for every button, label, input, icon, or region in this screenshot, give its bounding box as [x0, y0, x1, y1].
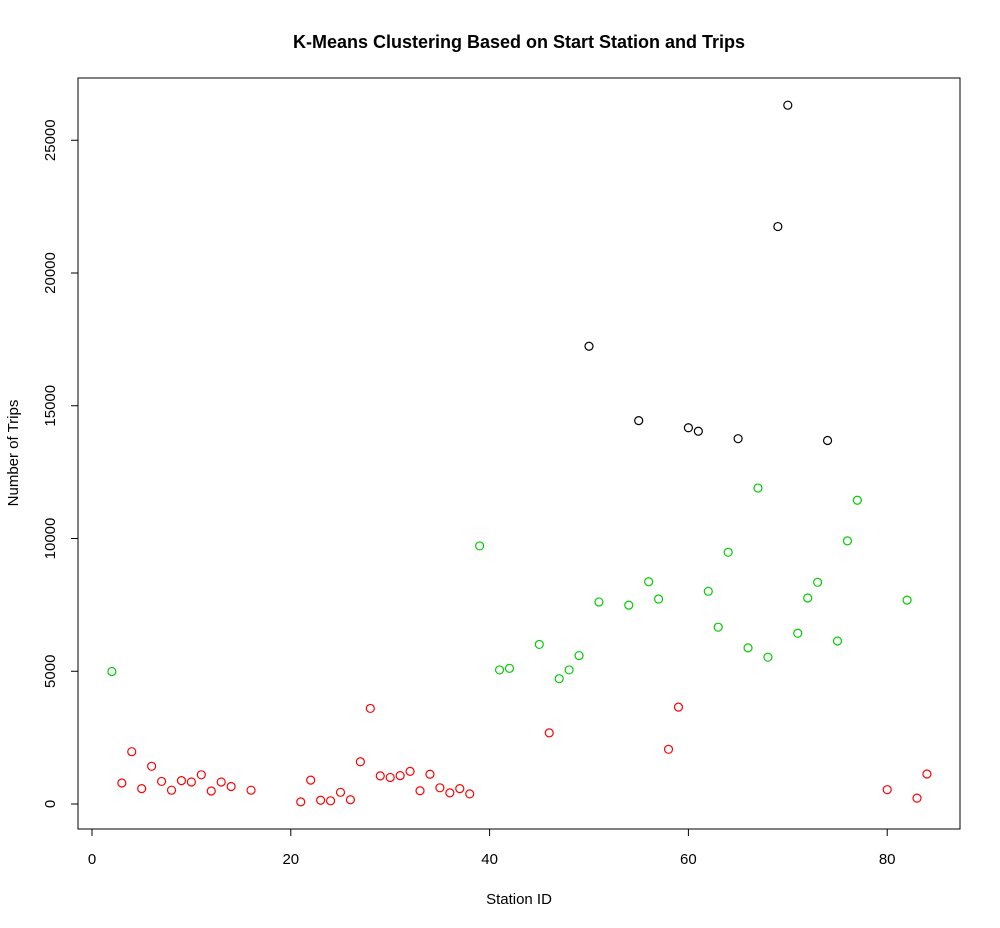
cluster-1-point [405, 766, 415, 776]
x-tick-label: 60 [680, 851, 697, 868]
cluster-2-point [852, 495, 862, 505]
cluster-1-point [435, 783, 445, 793]
cluster-3-point [773, 221, 783, 232]
y-tick-label: 20000 [42, 252, 59, 294]
cluster-1-point [206, 786, 216, 796]
cluster-2-point [534, 639, 544, 650]
cluster-1-point [425, 769, 435, 779]
cluster-3-point [683, 423, 694, 433]
cluster-2-point [753, 483, 763, 493]
cluster-2-point [842, 536, 853, 546]
cluster-2-point [723, 547, 733, 557]
cluster-2-point [763, 652, 773, 662]
cluster-2-point [644, 577, 654, 587]
cluster-2-point [107, 666, 117, 677]
cluster-1-point [296, 797, 306, 807]
cluster-2-point [475, 541, 485, 551]
cluster-1-point [316, 795, 326, 805]
cluster-1-point [455, 784, 465, 794]
y-tick-label: 5000 [42, 655, 59, 688]
x-axis-label: Station ID [486, 891, 552, 908]
cluster-1-point [166, 785, 177, 795]
cluster-1-point [445, 788, 455, 798]
cluster-2-point [813, 577, 823, 587]
cluster-2-point [653, 594, 664, 604]
cluster-3-point [733, 434, 743, 444]
cluster-1-point [882, 785, 892, 795]
cluster-1-point [415, 786, 425, 796]
cluster-3-point [693, 426, 703, 436]
y-tick-label: 25000 [42, 119, 59, 161]
cluster-1-point [246, 785, 256, 795]
x-tick-label: 40 [481, 851, 498, 868]
cluster-1-point [365, 703, 375, 714]
cluster-1-point [395, 770, 405, 781]
cluster-1-point [385, 772, 395, 783]
cluster-1-point [226, 781, 236, 792]
cluster-2-point [713, 622, 723, 632]
cluster-1-point [345, 795, 356, 805]
cluster-1-point [673, 702, 684, 712]
cluster-1-point [912, 793, 922, 803]
cluster-1-point [196, 770, 206, 780]
y-tick-label: 15000 [42, 385, 59, 427]
cluster-2-point [564, 665, 574, 675]
plot-frame [77, 77, 961, 830]
cluster-2-point [504, 663, 515, 673]
cluster-2-point [743, 643, 753, 653]
cluster-2-point [554, 674, 564, 684]
cluster-2-point [793, 628, 803, 638]
cluster-2-point [624, 600, 634, 610]
cluster-1-point [147, 761, 157, 771]
cluster-1-point [216, 777, 226, 787]
cluster-1-point [186, 777, 196, 787]
cluster-1-point [544, 728, 554, 738]
cluster-2-point [703, 586, 713, 596]
y-axis-label: Number of Trips [5, 400, 22, 507]
cluster-2-point [494, 665, 505, 675]
x-tick-label: 0 [88, 851, 96, 868]
cluster-1-point [127, 747, 137, 757]
cluster-2-point [594, 597, 604, 607]
cluster-1-point [375, 771, 385, 781]
cluster-1-point [137, 784, 147, 794]
cluster-1-point [335, 787, 346, 797]
x-tick-label: 20 [282, 851, 299, 868]
cluster-1-point [176, 776, 187, 786]
cluster-1-point [306, 775, 316, 785]
y-tick-label: 10000 [42, 518, 59, 560]
cluster-1-point [355, 757, 365, 767]
cluster-2-point [902, 595, 912, 605]
cluster-1-point [465, 789, 475, 799]
cluster-1-point [922, 769, 932, 779]
cluster-2-point [574, 650, 584, 661]
cluster-3-point [822, 435, 833, 446]
cluster-3-point [634, 416, 644, 426]
cluster-2-point [832, 636, 843, 646]
cluster-3-point [783, 100, 793, 110]
cluster-1-point [663, 744, 674, 754]
x-tick-label: 80 [879, 851, 896, 868]
cluster-2-point [803, 593, 813, 603]
cluster-3-point [584, 341, 594, 351]
chart-title: K-Means Clustering Based on Start Statio… [293, 32, 745, 52]
cluster-1-point [325, 796, 336, 806]
cluster-1-point [156, 776, 167, 787]
cluster-1-point [117, 778, 127, 788]
axes: 0 20 40 60 80 0 5000 10000 15000 20000 25000 [42, 119, 896, 868]
data-points [107, 100, 932, 807]
y-tick-label: 0 [42, 800, 59, 808]
